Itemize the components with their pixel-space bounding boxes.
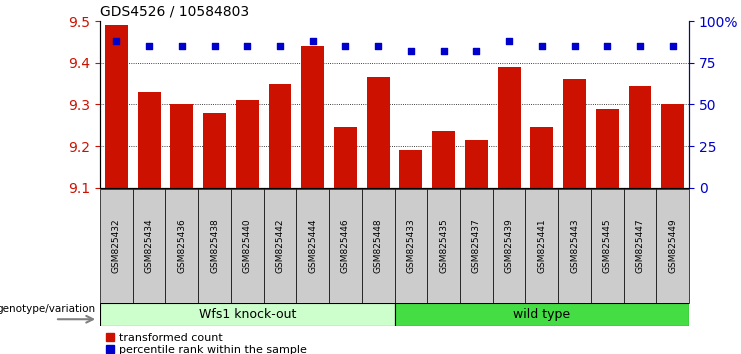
FancyBboxPatch shape (165, 189, 199, 303)
FancyBboxPatch shape (428, 189, 460, 303)
Bar (465, 140, 488, 188)
FancyBboxPatch shape (591, 189, 624, 303)
Text: GSM825435: GSM825435 (439, 219, 448, 273)
Bar (399, 150, 422, 188)
Point (568, 44, 580, 49)
Bar (531, 127, 554, 188)
Text: GSM825437: GSM825437 (472, 219, 481, 273)
Text: GSM825442: GSM825442 (276, 219, 285, 273)
Bar (661, 104, 684, 188)
Bar (105, 25, 128, 188)
Bar (138, 92, 161, 188)
Text: GSM825443: GSM825443 (570, 219, 579, 273)
Text: GSM825432: GSM825432 (112, 219, 121, 273)
Bar (432, 131, 455, 188)
Text: Wfs1 knock-out: Wfs1 knock-out (199, 308, 296, 321)
Bar (628, 86, 651, 188)
Point (307, 38, 319, 44)
Text: genotype/variation: genotype/variation (0, 304, 95, 314)
Text: GSM825433: GSM825433 (407, 219, 416, 273)
Legend: transformed count, percentile rank within the sample: transformed count, percentile rank withi… (105, 333, 307, 354)
FancyBboxPatch shape (329, 189, 362, 303)
Text: GSM825446: GSM825446 (341, 219, 350, 273)
FancyBboxPatch shape (199, 189, 231, 303)
FancyBboxPatch shape (264, 189, 296, 303)
Point (471, 48, 482, 54)
FancyBboxPatch shape (100, 303, 394, 326)
Point (143, 44, 155, 49)
Text: GSM825434: GSM825434 (144, 219, 153, 273)
FancyBboxPatch shape (493, 189, 525, 303)
Point (438, 48, 450, 54)
Text: GSM825438: GSM825438 (210, 219, 219, 273)
FancyBboxPatch shape (624, 189, 657, 303)
Point (667, 44, 679, 49)
FancyBboxPatch shape (394, 189, 428, 303)
Text: GSM825440: GSM825440 (243, 219, 252, 273)
Point (274, 44, 286, 49)
Bar (367, 78, 390, 188)
Bar (268, 84, 291, 188)
Point (602, 44, 614, 49)
Bar (170, 104, 193, 188)
FancyBboxPatch shape (525, 189, 558, 303)
Point (339, 44, 351, 49)
Text: GSM825441: GSM825441 (537, 219, 546, 273)
Point (242, 44, 253, 49)
Text: GSM825445: GSM825445 (603, 219, 612, 273)
Text: GSM825447: GSM825447 (636, 219, 645, 273)
FancyBboxPatch shape (362, 189, 394, 303)
FancyBboxPatch shape (460, 189, 493, 303)
Point (209, 44, 221, 49)
Point (405, 48, 417, 54)
Bar (203, 113, 226, 188)
Bar (236, 100, 259, 188)
FancyBboxPatch shape (231, 189, 264, 303)
FancyBboxPatch shape (558, 189, 591, 303)
FancyBboxPatch shape (296, 189, 329, 303)
Text: GSM825448: GSM825448 (373, 219, 382, 273)
Point (503, 38, 515, 44)
Text: GDS4526 / 10584803: GDS4526 / 10584803 (100, 5, 249, 19)
Point (634, 44, 646, 49)
Text: GSM825439: GSM825439 (505, 219, 514, 273)
FancyBboxPatch shape (100, 189, 133, 303)
Point (372, 44, 384, 49)
Text: GSM825436: GSM825436 (177, 219, 186, 273)
Text: GSM825444: GSM825444 (308, 219, 317, 273)
Bar (334, 127, 357, 188)
FancyBboxPatch shape (133, 189, 165, 303)
Point (536, 44, 548, 49)
Bar (596, 109, 619, 188)
Point (110, 38, 122, 44)
Text: wild type: wild type (514, 308, 571, 321)
Bar (498, 67, 521, 188)
Bar (302, 46, 325, 188)
FancyBboxPatch shape (657, 189, 689, 303)
FancyBboxPatch shape (394, 303, 689, 326)
Point (176, 44, 187, 49)
Text: GSM825449: GSM825449 (668, 219, 677, 273)
Bar (563, 79, 586, 188)
